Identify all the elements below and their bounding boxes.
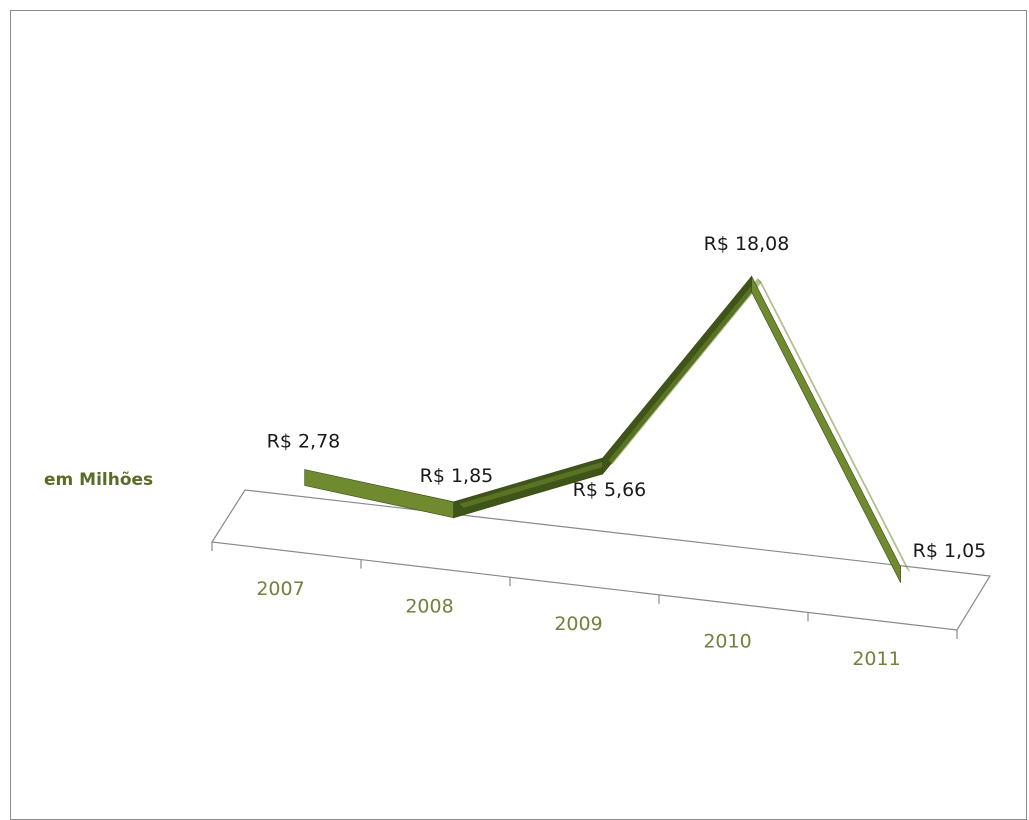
x-tick-label: 2010: [703, 631, 751, 653]
ribbon-highlight: [608, 278, 762, 465]
x-tick-label: 2009: [554, 613, 602, 635]
data-label: R$ 1,85: [420, 465, 494, 487]
data-ribbon: [304, 275, 911, 583]
x-axis-ticks: 2007 2008 2009 2010 2011: [256, 578, 900, 670]
ribbon-highlight: [459, 460, 613, 508]
data-label: R$ 5,66: [573, 479, 647, 501]
y-axis-label: em Milhões: [44, 470, 153, 490]
chart-frame: [10, 10, 1027, 820]
x-tick-label: 2011: [852, 648, 900, 670]
ribbon-segment: [751, 276, 901, 583]
data-label: R$ 1,05: [913, 540, 987, 562]
floor-plane: [210, 489, 992, 631]
ribbon-highlight: [310, 471, 464, 508]
data-label: R$ 2,78: [267, 430, 341, 452]
data-labels: R$ 2,78 R$ 1,85 R$ 5,66 R$ 18,08 R$ 1,05: [267, 233, 987, 562]
data-label: R$ 18,08: [704, 233, 790, 255]
x-tick-label: 2008: [405, 595, 453, 617]
chart-floor: [210, 489, 992, 639]
x-tick-label: 2007: [256, 578, 304, 600]
ribbon-highlight: [757, 278, 911, 573]
